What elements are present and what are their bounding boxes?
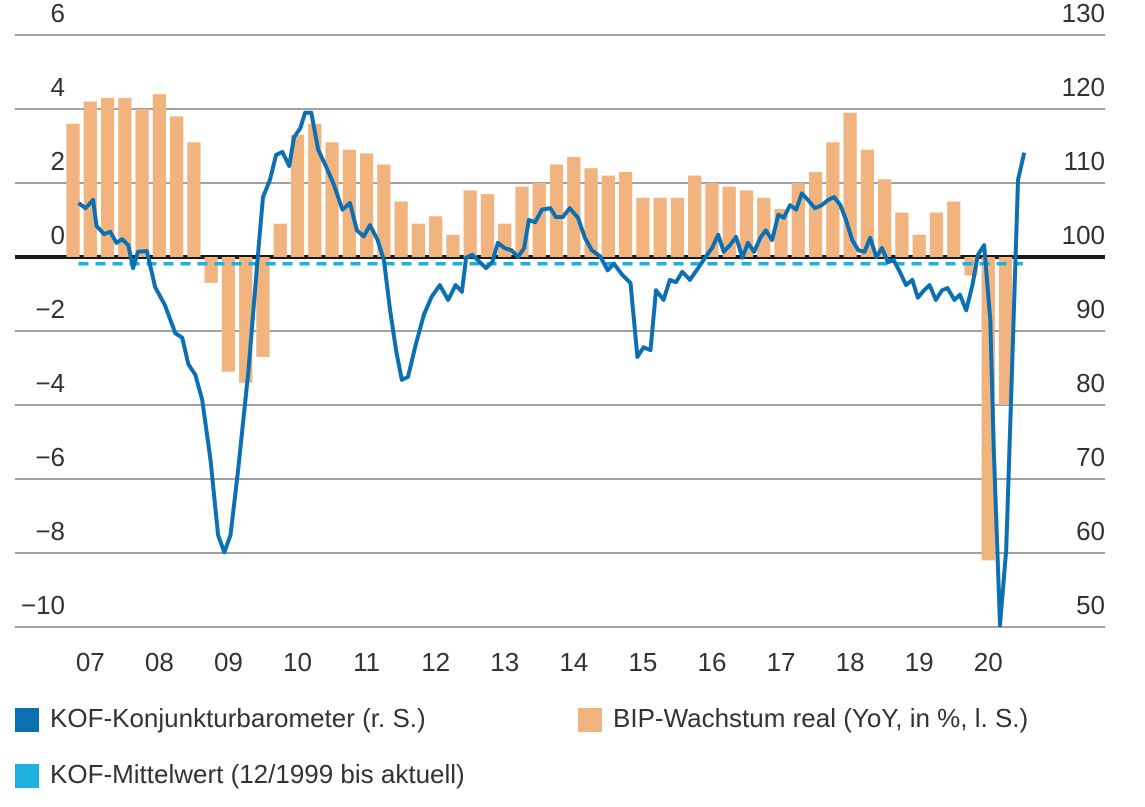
y2-tick-label: 70 [1076,442,1105,472]
bar [256,257,270,357]
bar [187,142,201,257]
legend-swatch [15,708,39,732]
x-tick-label: 07 [76,647,105,677]
bar [688,175,702,257]
legend-label: KOF-Konjunkturbarometer (r. S.) [50,703,426,733]
y2-tick-label: 50 [1076,590,1105,620]
x-tick-label: 14 [559,647,588,677]
bar [618,171,633,257]
legend-swatch [15,764,39,788]
bar [601,175,615,257]
bar [653,197,667,257]
bar [100,97,115,258]
bar [860,149,875,257]
bar [377,164,391,257]
bar [135,109,149,257]
bar [912,234,926,257]
bar [567,157,581,257]
bar [204,257,218,283]
bar [308,123,322,257]
y2-tick-label: 80 [1076,368,1105,398]
y2-tick-label: 100 [1062,220,1105,250]
bar [757,197,771,257]
bar [929,212,944,257]
bar [947,201,961,257]
line [77,110,1027,627]
y-tick-label: −10 [21,590,65,620]
bar [739,190,754,257]
bar [498,223,512,257]
bar [532,183,546,257]
x-tick-label: 16 [698,647,727,677]
x-tick-label: 08 [145,647,174,677]
bar [584,168,598,257]
bar [325,142,339,257]
x-tick-label: 11 [353,647,380,677]
y2-tick-label: 130 [1062,0,1105,28]
x-tick-label: 17 [767,647,796,677]
bar [83,101,97,257]
y2-tick-label: 90 [1076,294,1105,324]
y-tick-label: −6 [35,442,65,472]
legend-label: BIP-Wachstum real (YoY, in %, l. S.) [613,703,1028,733]
y-tick-label: 6 [51,0,65,28]
legend-swatch [578,708,602,732]
y2-tick-label: 60 [1076,516,1105,546]
bar [480,194,495,257]
y-tick-label: −4 [35,368,65,398]
bar [429,216,443,257]
bar [290,134,305,257]
bar [878,179,892,257]
bar [895,212,909,257]
bar [221,257,236,372]
bar [791,183,805,257]
bar [549,164,564,257]
bar [446,234,460,257]
x-tick-label: 09 [214,647,243,677]
y-tick-label: 2 [51,146,65,176]
bar [359,153,374,257]
bar [808,171,823,257]
x-tick-label: 13 [490,647,519,677]
x-tick-label: 18 [836,647,865,677]
x-tick-label: 20 [974,647,1003,677]
bar [66,123,80,257]
y-tick-label: 0 [51,220,65,250]
bar [670,197,685,257]
bar [411,223,426,257]
y-tick-label: −8 [35,516,65,546]
bar [394,201,408,257]
y2-tick-label: 120 [1062,72,1105,102]
bar [118,97,132,258]
y-tick-label: 4 [51,72,65,102]
x-tick-label: 19 [905,647,934,677]
legend-label: KOF-Mittelwert (12/1999 bis aktuell) [50,759,465,789]
x-tick-label: 10 [283,647,312,677]
bar [273,223,287,257]
bar [152,94,167,257]
x-tick-label: 15 [628,647,657,677]
bar [998,257,1013,405]
bar [636,197,650,257]
bar [170,116,184,258]
y-tick-label: −2 [35,294,65,324]
x-tick-label: 12 [421,647,450,677]
y2-tick-label: 110 [1064,146,1105,176]
bar [463,190,477,257]
